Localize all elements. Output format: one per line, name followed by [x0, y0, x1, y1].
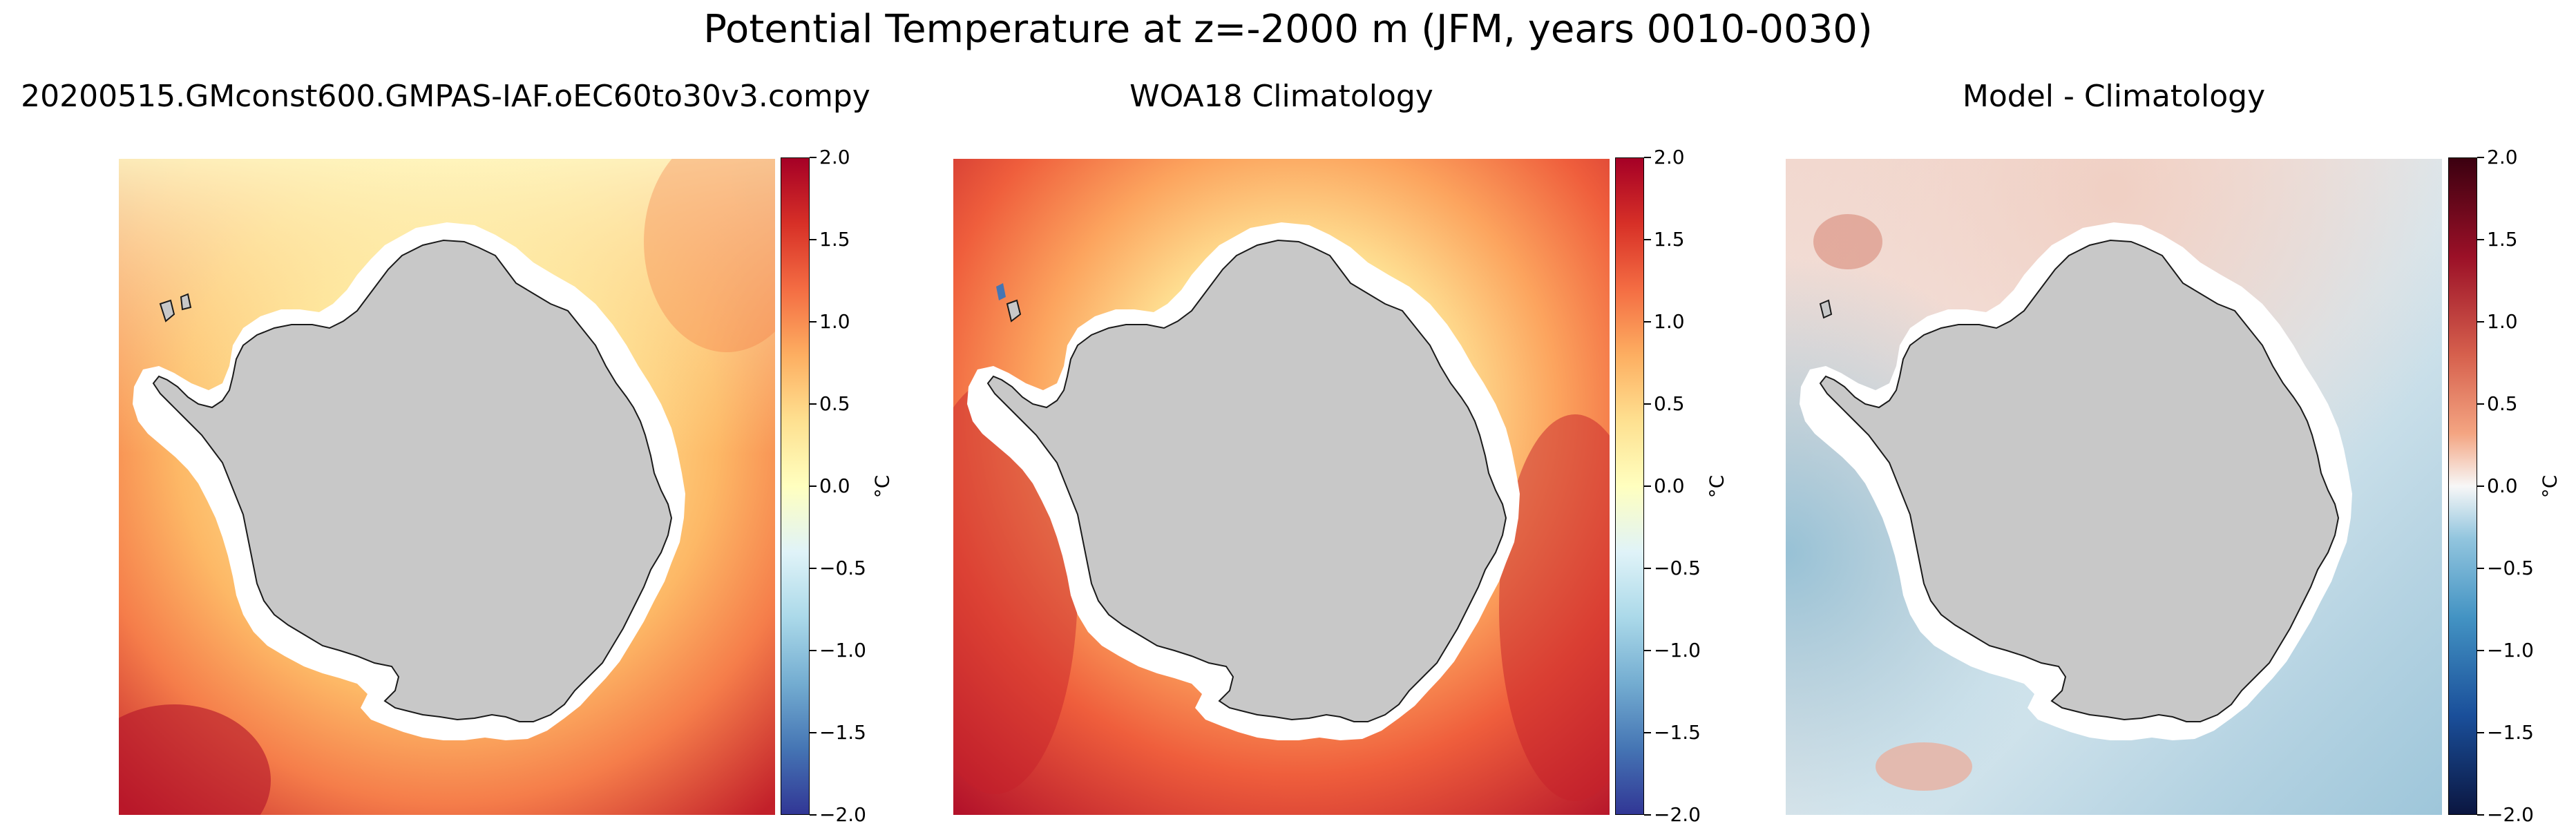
colorbar-tick-label: 1.0 [2487, 310, 2518, 333]
colorbar-tickmark [810, 485, 817, 487]
colorbar-tickmark [810, 732, 817, 733]
colorbar-tick-label: 0.0 [2487, 474, 2518, 497]
colorbar-tick-label: 0.0 [1654, 474, 1685, 497]
colorbar-unit-label: °C [2538, 474, 2561, 499]
colorbar-tickmark [1644, 403, 1651, 405]
colorbar-tickmark [2477, 485, 2484, 487]
colorbar-tickmark [2477, 568, 2484, 569]
colorbar-tickmark [1644, 650, 1651, 651]
figure-title: Potential Temperature at z=-2000 m (JFM,… [703, 7, 1873, 52]
colorbar-tickmark [810, 650, 817, 651]
colorbar-tick-label: −1.5 [819, 721, 866, 744]
colorbar-unit-label: °C [870, 474, 894, 499]
panel-title-diff: Model - Climatology [1962, 79, 2266, 114]
colorbar-tickmark [2477, 239, 2484, 240]
colorbar-tick-label: −0.5 [819, 557, 866, 579]
colorbar-tickmark [2477, 814, 2484, 816]
colorbar-tickmark [1644, 814, 1651, 816]
colorbar-tickmark [810, 403, 817, 405]
colorbar-tick-label: 0.5 [2487, 392, 2518, 415]
colorbar-tickmark [810, 568, 817, 569]
colorbar-tickmark [1644, 485, 1651, 487]
colorbar-tick-label: −1.0 [1654, 639, 1701, 662]
colorbar-tickmark [1644, 157, 1651, 158]
colorbar-tickmark [2477, 732, 2484, 733]
colorbar-tickmark [810, 321, 817, 323]
map-woa18 [953, 159, 1610, 815]
colorbar-tick-label: 2.0 [2487, 146, 2518, 169]
colorbar-tick-label: −2.0 [819, 803, 866, 826]
colorbar-tick-label: 1.5 [1654, 228, 1685, 251]
colorbar-tickmark [810, 239, 817, 240]
colorbar-tickmark [810, 814, 817, 816]
colorbar-tick-label: −1.5 [2487, 721, 2534, 744]
colorbar-tickmark [1644, 568, 1651, 569]
colorbar-tickmark [1644, 732, 1651, 733]
colorbar-tick-label: −2.0 [2487, 803, 2534, 826]
colorbar-tick-label: 1.5 [819, 228, 850, 251]
map-difference [1786, 159, 2442, 815]
colorbar-tick-label: 0.5 [1654, 392, 1685, 415]
colorbar-tick-label: −0.5 [1654, 557, 1701, 579]
colorbar-tick-label: 0.0 [819, 474, 850, 497]
colorbar-tickmark [2477, 157, 2484, 158]
colorbar-unit-label: °C [1705, 474, 1728, 499]
colorbar-tickmark [1644, 239, 1651, 240]
panel-title-model: 20200515.GMconst600.GMPAS-IAF.oEC60to30v… [21, 79, 870, 114]
panel-title-woa18: WOA18 Climatology [1129, 79, 1433, 114]
map-model [119, 159, 775, 815]
colorbar-tick-label: −1.0 [819, 639, 866, 662]
colorbar-tickmark [2477, 321, 2484, 323]
colorbar-tick-label: 1.5 [2487, 228, 2518, 251]
colorbar-tickmark [1644, 321, 1651, 323]
colorbar-tick-label: 1.0 [1654, 310, 1685, 333]
colorbar-tick-label: 2.0 [819, 146, 850, 169]
colorbar-tick-label: −2.0 [1654, 803, 1701, 826]
colorbar-model [781, 157, 810, 815]
colorbar-difference [2448, 157, 2477, 815]
colorbar-tick-label: −1.5 [1654, 721, 1701, 744]
colorbar-tick-label: −0.5 [2487, 557, 2534, 579]
colorbar-tickmark [2477, 403, 2484, 405]
colorbar-tickmark [810, 157, 817, 158]
colorbar-tick-label: 1.0 [819, 310, 850, 333]
colorbar-tick-label: 2.0 [1654, 146, 1685, 169]
colorbar-tick-label: −1.0 [2487, 639, 2534, 662]
colorbar-tick-label: 0.5 [819, 392, 850, 415]
colorbar-woa18 [1615, 157, 1644, 815]
colorbar-tickmark [2477, 650, 2484, 651]
